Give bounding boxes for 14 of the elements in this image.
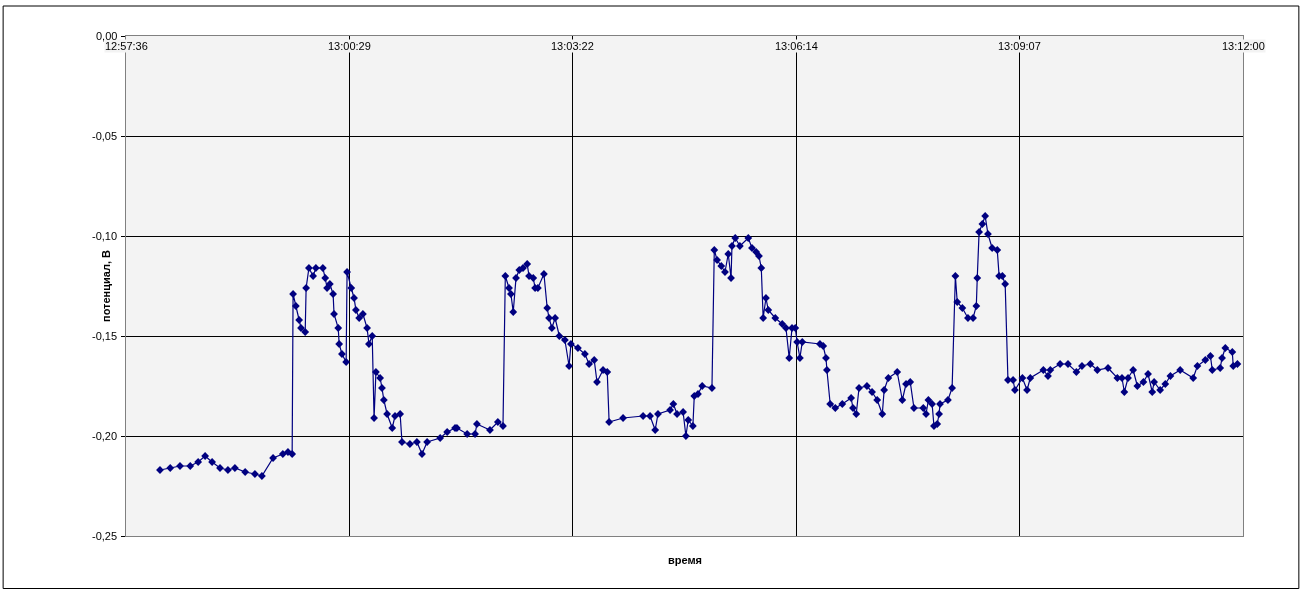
x-tick-label: 13:09:07 bbox=[998, 40, 1041, 52]
y-tick-label: -0,25 bbox=[92, 530, 118, 542]
x-axis-title: время bbox=[668, 554, 703, 566]
y-tick-label: 0,00 bbox=[96, 30, 118, 42]
y-tick-label: -0,10 bbox=[92, 230, 118, 242]
y-axis-title: потенциал, В bbox=[99, 249, 112, 322]
y-tick-label: -0,05 bbox=[92, 130, 118, 142]
x-tick-label: 12:57:36 bbox=[105, 40, 148, 52]
x-tick-label: 13:12:00 bbox=[1222, 40, 1265, 52]
x-tick-label: 13:00:29 bbox=[328, 40, 371, 52]
y-tick-label: -0,15 bbox=[92, 330, 118, 342]
y-tick-label: -0,20 bbox=[92, 430, 118, 442]
x-tick-label: 13:06:14 bbox=[775, 40, 818, 52]
x-tick-label: 13:03:22 bbox=[551, 40, 594, 52]
